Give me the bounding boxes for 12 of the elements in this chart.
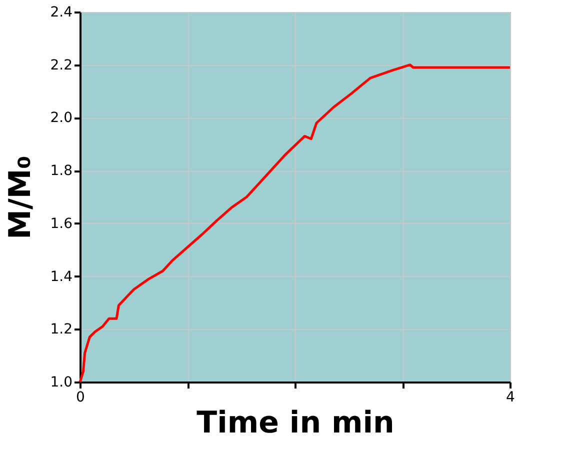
y-tick-label: 2.2 (50, 57, 72, 74)
y-tick-label: 1.6 (50, 216, 73, 232)
y-tick-label: 1.0 (50, 374, 72, 390)
x-tick-label: 0 (76, 390, 85, 406)
y-tick-label: 1.4 (50, 268, 73, 285)
y-tick-label: 2.0 (50, 110, 72, 126)
y-axis-title: M/M₀ (3, 156, 38, 240)
x-tick-label: 4 (506, 390, 516, 406)
y-tick-label: 1.8 (50, 163, 72, 180)
y-tick-label: 1.2 (50, 322, 72, 338)
x-axis-title: Time in min (196, 406, 394, 440)
y-tick-label: 2.4 (50, 4, 73, 20)
